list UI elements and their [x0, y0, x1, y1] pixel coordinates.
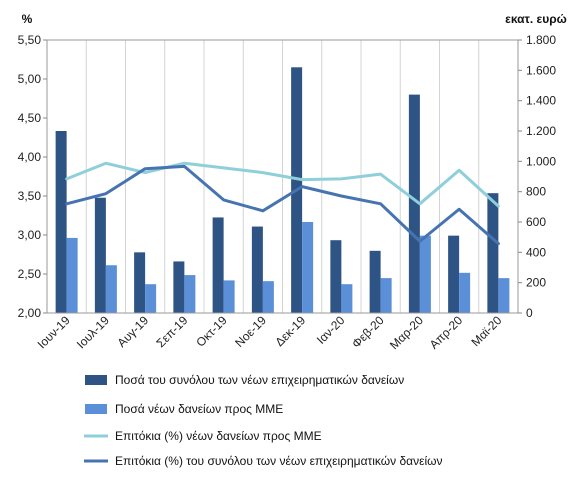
x-axis-tick-label: Αυγ-19	[115, 313, 152, 350]
x-axis-tick-label: Οκτ-19	[193, 313, 230, 350]
x-axis-tick-label: Δεκ-19	[272, 313, 308, 349]
bar-total-loans	[173, 261, 185, 313]
legend-item-sme-rate: Επιτόκια (%) νέων δανείων προς ΜΜΕ	[84, 429, 322, 443]
bar-total-loans	[134, 252, 146, 313]
bar-sme-loans	[145, 284, 157, 313]
right-axis-tick-label: 1.200	[526, 124, 556, 138]
left-axis-tick-label: 3,00	[18, 228, 42, 242]
left-axis-unit: %	[22, 12, 33, 26]
bar-total-loans	[94, 197, 106, 313]
bar-total-loans	[251, 226, 263, 313]
left-axis-tick-label: 4,00	[18, 150, 42, 164]
legend-label: Επιτόκια (%) νέων δανείων προς ΜΜΕ	[115, 429, 322, 443]
left-axis-tick-label: 5,50	[18, 33, 42, 47]
x-axis-tick-label: Ιαν-20	[314, 313, 348, 347]
bar-sme-loans	[223, 280, 235, 313]
legend-label: Επιτόκια (%) του συνόλου των νέων επιχει…	[115, 454, 443, 468]
x-axis-tick-label: Μαϊ-20	[468, 313, 504, 349]
bar-sme-loans	[498, 278, 510, 313]
right-axis-tick-label: 1.800	[526, 33, 556, 47]
lines	[65, 161, 500, 246]
right-axis-tick-label: 400	[526, 245, 546, 259]
right-axis-tick-label: 800	[526, 185, 546, 199]
x-axis-tick-label: Απρ-20	[427, 313, 466, 352]
legend-item-total-loans: Ποσά του συνόλου των νέων επιχειρηματικώ…	[85, 373, 404, 387]
legend-label: Ποσά νέων δανείων προς ΜΜΕ	[115, 402, 283, 416]
bar-total-loans	[408, 94, 420, 313]
bar-sme-loans	[459, 272, 471, 313]
bars	[55, 67, 510, 313]
x-axis-tick-label: Ιουλ-19	[74, 313, 112, 351]
bar-sme-loans	[302, 222, 314, 313]
plot-border	[46, 39, 519, 314]
line-sme-rate	[65, 161, 500, 208]
right-axis-unit: εκατ. ευρώ	[505, 12, 567, 26]
right-axis-tick-label: 600	[526, 215, 546, 229]
left-axis-tick-label: 5,00	[18, 72, 42, 86]
bar-sme-loans	[380, 278, 392, 313]
left-axis-tick-label: 2,50	[18, 267, 42, 281]
bar-total-loans	[55, 131, 67, 313]
bar-sme-loans	[66, 237, 78, 313]
x-axis-tick-label: Φεβ-20	[349, 313, 387, 351]
legend-swatch	[85, 375, 107, 385]
bar-sme-loans	[419, 235, 431, 313]
right-axis-tick-label: 1.000	[526, 154, 556, 168]
right-axis-tick-label: 1.400	[526, 94, 556, 108]
bar-sme-loans	[184, 275, 196, 313]
bar-total-loans	[330, 240, 342, 313]
left-axis-tick-label: 3,50	[18, 189, 42, 203]
legend-item-total-rate: Επιτόκια (%) του συνόλου των νέων επιχει…	[84, 454, 443, 468]
right-axis-tick-label: 1.600	[526, 63, 556, 77]
right-axis-tick-label: 200	[526, 276, 546, 290]
legend-item-sme-loans: Ποσά νέων δανείων προς ΜΜΕ	[85, 402, 283, 416]
legend-label: Ποσά του συνόλου των νέων επιχειρηματικώ…	[115, 373, 404, 387]
left-axis-tick-label: 4,50	[18, 111, 42, 125]
x-axis-tick-label: Μαρ-20	[387, 313, 426, 352]
legend-swatch	[85, 404, 107, 414]
bar-sme-loans	[262, 281, 274, 313]
x-axis-tick-label: Σεπ-19	[153, 313, 190, 350]
bar-total-loans	[487, 193, 499, 313]
right-axis-tick-label: 0	[526, 306, 533, 320]
bar-total-loans	[212, 217, 224, 313]
legend: Ποσά του συνόλου των νέων επιχειρηματικώ…	[84, 373, 443, 468]
line-total-rate	[65, 164, 500, 246]
left-axis-tick-label: 2,00	[18, 306, 42, 320]
bar-sme-loans	[341, 284, 353, 313]
bar-total-loans	[369, 250, 381, 313]
bar-total-loans	[448, 235, 460, 313]
x-axis-tick-label: Νοε-19	[232, 313, 269, 350]
bar-sme-loans	[105, 265, 117, 313]
